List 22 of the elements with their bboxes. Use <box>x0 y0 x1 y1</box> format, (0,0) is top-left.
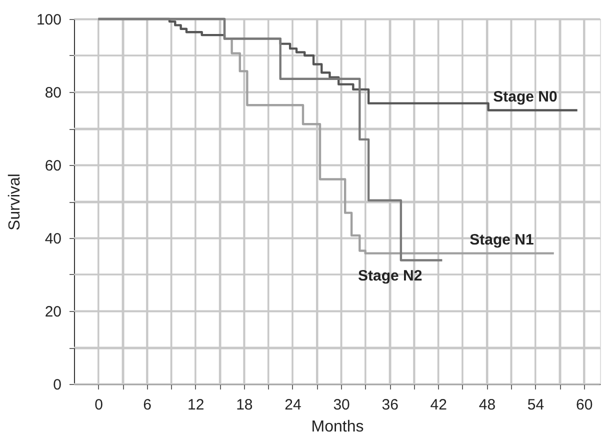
series-label: Stage N2 <box>358 267 422 284</box>
x-tick-label: 54 <box>527 396 544 414</box>
x-tick-label: 42 <box>430 396 447 414</box>
y-tick-label: 0 <box>53 376 62 394</box>
x-tick-label: 48 <box>478 396 496 414</box>
x-tick-label: 30 <box>333 396 350 414</box>
series-label: Stage N0 <box>493 88 558 106</box>
y-tick-label: 20 <box>44 304 62 320</box>
x-tick-label: 36 <box>382 396 398 414</box>
y-tick-label: 40 <box>44 230 62 248</box>
y-tick-label: 100 <box>36 12 62 28</box>
y-axis-title: Survival <box>6 174 24 230</box>
x-tick-label: 60 <box>576 396 593 414</box>
x-tick-label: 6 <box>143 396 152 414</box>
x-tick-label: 18 <box>236 396 253 414</box>
x-tick-label: 0 <box>94 396 103 414</box>
x-tick-label: 24 <box>284 396 302 414</box>
y-tick-label: 60 <box>44 158 62 174</box>
x-axis-title: Months <box>311 418 364 436</box>
x-tick-label: 12 <box>188 396 204 414</box>
series-label: Stage N1 <box>470 231 534 248</box>
y-tick-label: 80 <box>44 84 62 102</box>
